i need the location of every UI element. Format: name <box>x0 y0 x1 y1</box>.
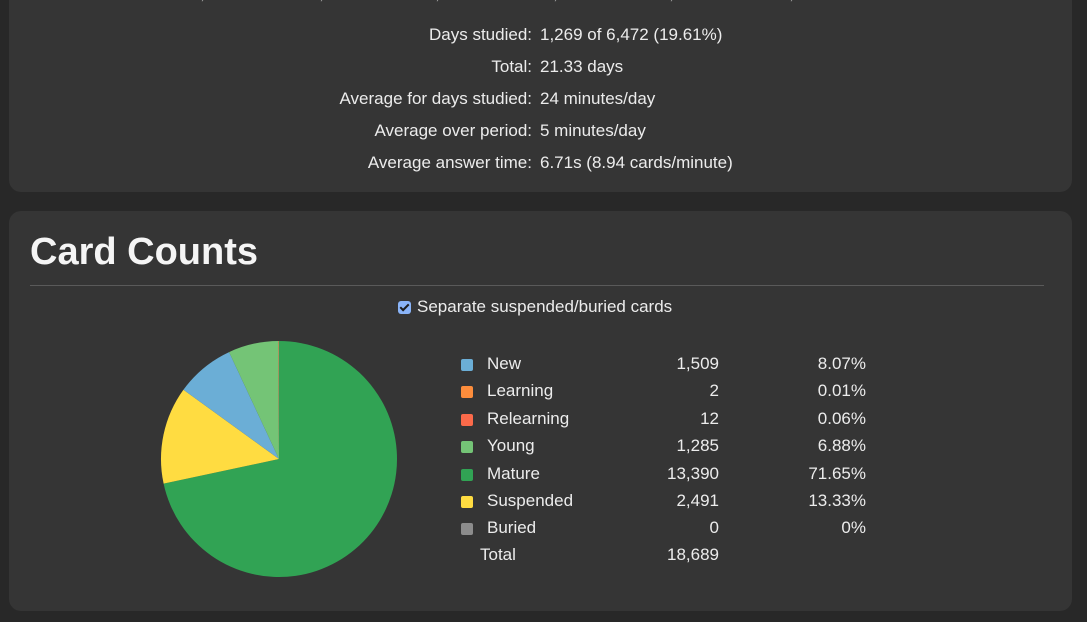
legend-label: Mature <box>487 463 540 483</box>
legend-label: Young <box>487 436 535 456</box>
stat-row: Total: 21.33 days <box>9 57 1072 81</box>
stat-row: Average over period: 5 minutes/day <box>9 121 1072 145</box>
legend-swatch <box>461 413 473 426</box>
legend-swatch <box>461 496 473 508</box>
x-tick-label: 0 <box>908 0 917 4</box>
legend-total-row: Total 18,689 <box>9 545 1072 569</box>
stat-label: Average over period: <box>374 121 532 140</box>
stat-value: 6.71s (8.94 cards/minute) <box>540 153 733 172</box>
legend-percent: 6.88% <box>817 436 866 456</box>
legend-percent: 8.07% <box>817 354 866 373</box>
stat-label: Days studied: <box>429 25 532 44</box>
checkbox-checked-icon[interactable] <box>398 300 411 314</box>
x-tick-label: −2,000 <box>650 0 702 4</box>
legend-row-new: New 1,509 8.07% <box>9 354 1072 378</box>
legend-percent: 13.33% <box>808 491 866 510</box>
pie-slice-mature[interactable] <box>163 341 397 577</box>
legend-percent: 0% <box>841 518 866 538</box>
legend-percent: 71.65% <box>808 463 866 483</box>
x-tick-label: −3,000 <box>534 0 586 4</box>
total-label: Total <box>480 544 516 564</box>
review-stats-card: −6,000 −5,000 −4,000 −3,000 −2,000 −1,000 0 Da… <box>9 0 1072 192</box>
legend-row-young: Young 1,285 6.88% <box>9 436 1072 460</box>
stat-value: 5 minutes/day <box>540 121 646 140</box>
legend-row-relearning: Relearning 12 0.06% <box>9 409 1072 433</box>
legend-percent: 0.01% <box>817 381 866 401</box>
legend-swatch <box>461 386 473 399</box>
legend-row-learning: Learning 2 0.01% <box>9 381 1072 405</box>
legend-percent: 0.06% <box>817 408 866 428</box>
legend-label: Buried <box>487 518 537 538</box>
legend-count: 2,491 <box>676 491 719 510</box>
legend-row-mature: Mature 13,390 71.65% <box>9 464 1072 488</box>
chart-x-axis-ticks: −6,000 −5,000 −4,000 −3,000 −2,000 −1,000 0 <box>9 0 1072 4</box>
stat-label: Average answer time: <box>367 153 532 172</box>
stat-row: Days studied: 1,269 of 6,472 (19.61%) <box>9 25 1072 49</box>
stat-label: Total: <box>491 57 532 76</box>
legend-swatch <box>461 441 473 454</box>
card-counts-pie-chart <box>161 341 397 577</box>
legend-row-buried: Buried 0 0% <box>9 518 1072 542</box>
legend-count: 2 <box>709 381 719 401</box>
legend-count: 0 <box>709 518 719 538</box>
stat-row: Average answer time: 6.71s (8.94 cards/mi… <box>9 153 1072 177</box>
stat-label: Average for days studied: <box>339 89 532 108</box>
legend-label: New <box>487 354 522 373</box>
separate-suspended-label: Separate suspended/buried cards <box>417 297 673 316</box>
stat-value: 1,269 of 6,472 (19.61%) <box>540 25 723 44</box>
x-tick-label: −4,000 <box>416 0 468 4</box>
legend-swatch <box>461 359 473 371</box>
legend-row-suspended: Suspended 2,491 13.33% <box>9 491 1072 515</box>
x-tick-label: −1,000 <box>770 0 822 4</box>
legend-count: 13,390 <box>667 463 719 483</box>
stat-row: Average for days studied: 24 minutes/day <box>9 89 1072 113</box>
card-counts-title: Card Counts <box>30 231 258 273</box>
card-counts-card: Card Counts Separate suspended/buried ca… <box>9 211 1072 611</box>
legend-swatch <box>461 468 473 481</box>
x-tick-label: −6,000 <box>181 0 233 4</box>
pie-slice-new[interactable] <box>183 352 279 459</box>
pie-slice-young[interactable] <box>229 341 279 459</box>
separate-suspended-toggle[interactable]: Separate suspended/buried cards <box>398 297 672 317</box>
title-divider <box>30 285 1044 286</box>
legend-count: 1,285 <box>676 436 719 456</box>
legend-count: 12 <box>700 408 719 428</box>
x-tick-label: −5,000 <box>300 0 352 4</box>
stat-value: 24 minutes/day <box>540 89 656 108</box>
pie-slice-suspended[interactable] <box>161 389 279 484</box>
legend-swatch <box>461 523 473 536</box>
legend-label: Relearning <box>487 408 570 428</box>
stat-value: 21.33 days <box>540 57 624 76</box>
legend-count: 1,509 <box>676 354 719 373</box>
total-value: 18,689 <box>667 544 719 564</box>
legend-label: Learning <box>487 381 554 401</box>
legend-label: Suspended <box>487 491 574 510</box>
